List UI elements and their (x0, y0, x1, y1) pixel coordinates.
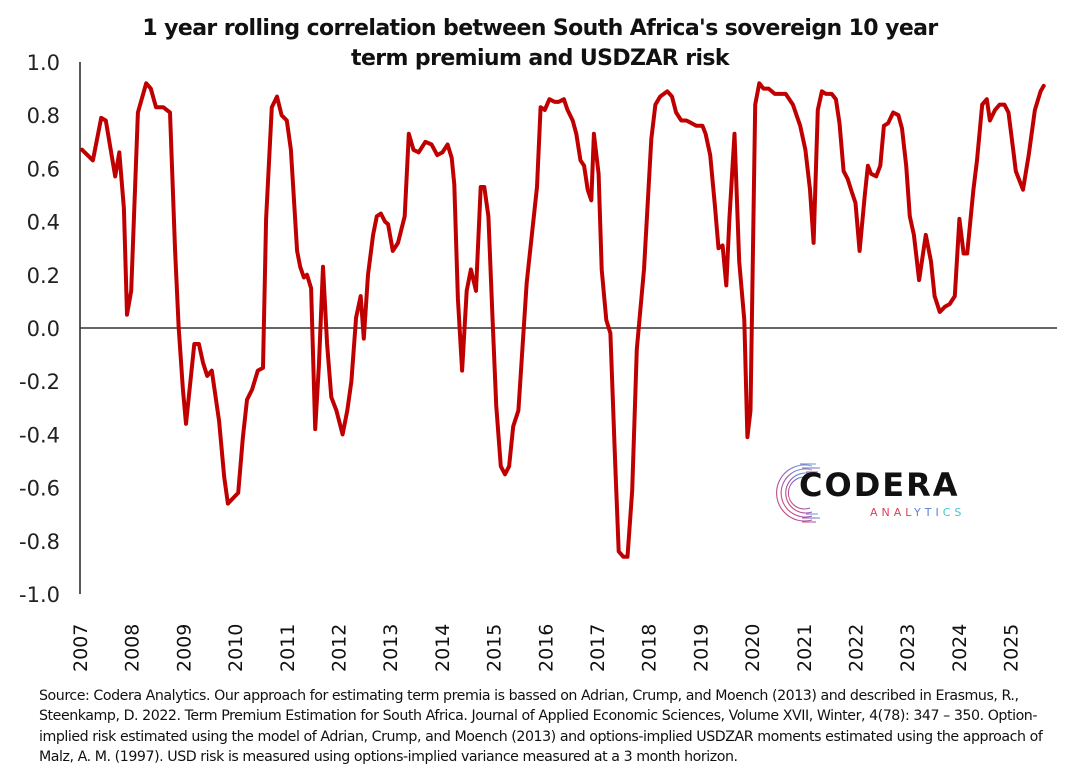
y-tick-label: -0.2 (19, 370, 60, 394)
x-tick-label: 2016 (535, 624, 557, 672)
series-group (80, 81, 1046, 559)
logo-subtitle-letter: A (893, 506, 906, 519)
y-tick-label: 0.4 (27, 211, 60, 235)
x-tick-label: 2023 (897, 624, 919, 672)
x-tick-label: 2013 (380, 624, 402, 672)
y-tick-label: 0.2 (27, 264, 60, 288)
logo-subtitle-letter: A (870, 506, 882, 519)
x-tick-label: 2014 (432, 624, 454, 672)
y-tick-label: -0.6 (19, 477, 60, 501)
logo-subtitle-letter: L (905, 506, 914, 519)
y-tick-label: -0.4 (19, 423, 60, 447)
codera-logo-mark-icon (776, 463, 820, 523)
source-note: Source: Codera Analytics. Our approach f… (39, 688, 1043, 765)
y-tick-label: -1.0 (19, 583, 60, 607)
x-tick-label: 2017 (587, 624, 609, 672)
chart-title: 1 year rolling correlation between South… (0, 14, 1080, 74)
codera-logo: CODERA ANALYTICS (772, 458, 972, 528)
x-tick-label: 2008 (122, 624, 144, 672)
logo-wordmark: CODERA (799, 466, 960, 504)
logo-subtitle-letter: C (942, 506, 955, 519)
x-tick-label: 2011 (277, 624, 299, 672)
x-tick-label: 2020 (742, 624, 764, 672)
y-tick-label: 0.8 (27, 104, 60, 128)
y-tick-label: 1.0 (27, 51, 60, 75)
chart-title-line-1: 1 year rolling correlation between South… (142, 16, 938, 41)
y-tick-label: -0.8 (19, 530, 60, 554)
logo-subtitle-letter: S (954, 506, 966, 519)
x-axis-ticks: 2007 2008 2009 2010 2011 2012 2013 2014 2015 2016… (70, 624, 1023, 672)
x-tick-label: 2019 (690, 624, 712, 672)
x-tick-label: 2010 (225, 624, 247, 672)
y-tick-label: 0.6 (27, 157, 60, 181)
chart-title-line-2: term premium and USDZAR risk (351, 46, 729, 71)
logo-subtitle-letter: N (881, 506, 894, 519)
x-tick-label: 2018 (639, 624, 661, 672)
x-tick-label: 2012 (329, 624, 351, 672)
y-axis-ticks: 1.0 0.8 0.6 0.4 0.2 0.0 -0.2 -0.4 -0.6 -0.8 -1.0 (19, 51, 60, 607)
logo-subtitle-letter: I (935, 506, 943, 519)
x-tick-label: 2025 (1001, 624, 1023, 672)
logo-subtitle-letter: T (924, 506, 936, 519)
series-line (80, 81, 1046, 559)
x-tick-label: 2024 (949, 624, 971, 672)
x-tick-label: 2021 (794, 624, 816, 672)
y-tick-label: 0.0 (27, 317, 60, 341)
logo-subtitle: ANALYTICS (870, 506, 965, 519)
x-tick-label: 2022 (846, 624, 868, 672)
logo-subtitle-letter: Y (913, 506, 925, 519)
x-tick-label: 2015 (484, 624, 506, 672)
x-tick-label: 2007 (70, 624, 92, 672)
x-tick-label: 2009 (173, 624, 195, 672)
